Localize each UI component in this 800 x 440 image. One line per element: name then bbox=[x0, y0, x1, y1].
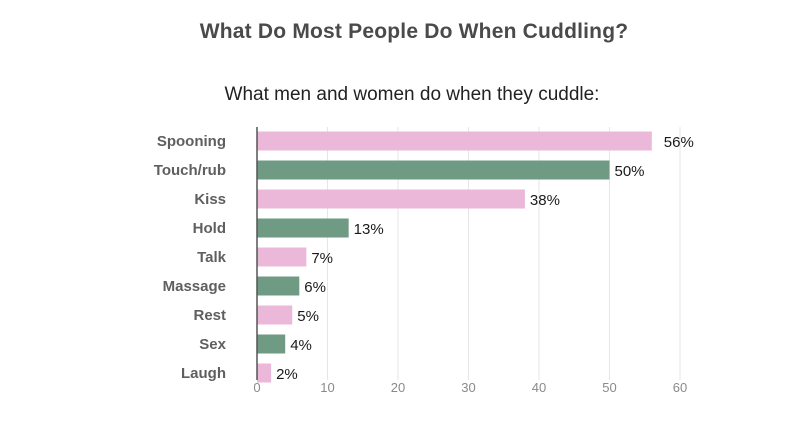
value-label: 13% bbox=[354, 221, 384, 238]
value-label: 7% bbox=[311, 250, 333, 267]
value-label: 4% bbox=[290, 337, 312, 354]
x-tick-label: 0 bbox=[253, 380, 260, 395]
value-label: 2% bbox=[276, 366, 298, 383]
value-label: 50% bbox=[615, 163, 645, 180]
category-label: Laugh bbox=[181, 365, 226, 382]
value-labels: 56% 50% 38% 13% 7% 6% 5% 4% 2% bbox=[276, 134, 694, 383]
category-label: Touch/rub bbox=[154, 162, 226, 179]
x-tick-label: 60 bbox=[673, 380, 687, 395]
value-label: 38% bbox=[530, 192, 560, 209]
bar-sex bbox=[257, 334, 286, 354]
category-label: Spooning bbox=[157, 133, 226, 150]
bar-spooning bbox=[257, 131, 652, 151]
bar-massage bbox=[257, 276, 300, 296]
bar-kiss bbox=[257, 189, 525, 209]
category-label: Kiss bbox=[194, 191, 226, 208]
chart-title: What Do Most People Do When Cuddling? bbox=[199, 20, 629, 43]
x-tick-label: 50 bbox=[602, 380, 616, 395]
value-label: 5% bbox=[297, 308, 319, 325]
category-label: Talk bbox=[197, 249, 227, 266]
bar-touch-rub bbox=[257, 160, 610, 180]
x-tick-label: 40 bbox=[532, 380, 546, 395]
bar-rest bbox=[257, 305, 293, 325]
value-label: 56% bbox=[664, 134, 694, 151]
category-labels: Spooning Touch/rub Kiss Hold Talk Massage Rest… bbox=[154, 133, 227, 382]
category-label: Sex bbox=[199, 336, 226, 353]
category-label: Massage bbox=[163, 278, 226, 295]
x-axis-ticks: 0 10 20 30 40 50 60 bbox=[253, 380, 687, 395]
bar-laugh bbox=[257, 363, 272, 383]
bars bbox=[257, 131, 652, 383]
x-tick-label: 30 bbox=[461, 380, 475, 395]
chart-subtitle: What men and women do when they cuddle: bbox=[224, 84, 600, 105]
x-tick-label: 20 bbox=[391, 380, 405, 395]
x-tick-label: 10 bbox=[320, 380, 334, 395]
bar-talk bbox=[257, 247, 307, 267]
value-label: 6% bbox=[304, 279, 326, 296]
category-label: Hold bbox=[193, 220, 226, 237]
bar-hold bbox=[257, 218, 349, 238]
category-label: Rest bbox=[193, 307, 226, 324]
